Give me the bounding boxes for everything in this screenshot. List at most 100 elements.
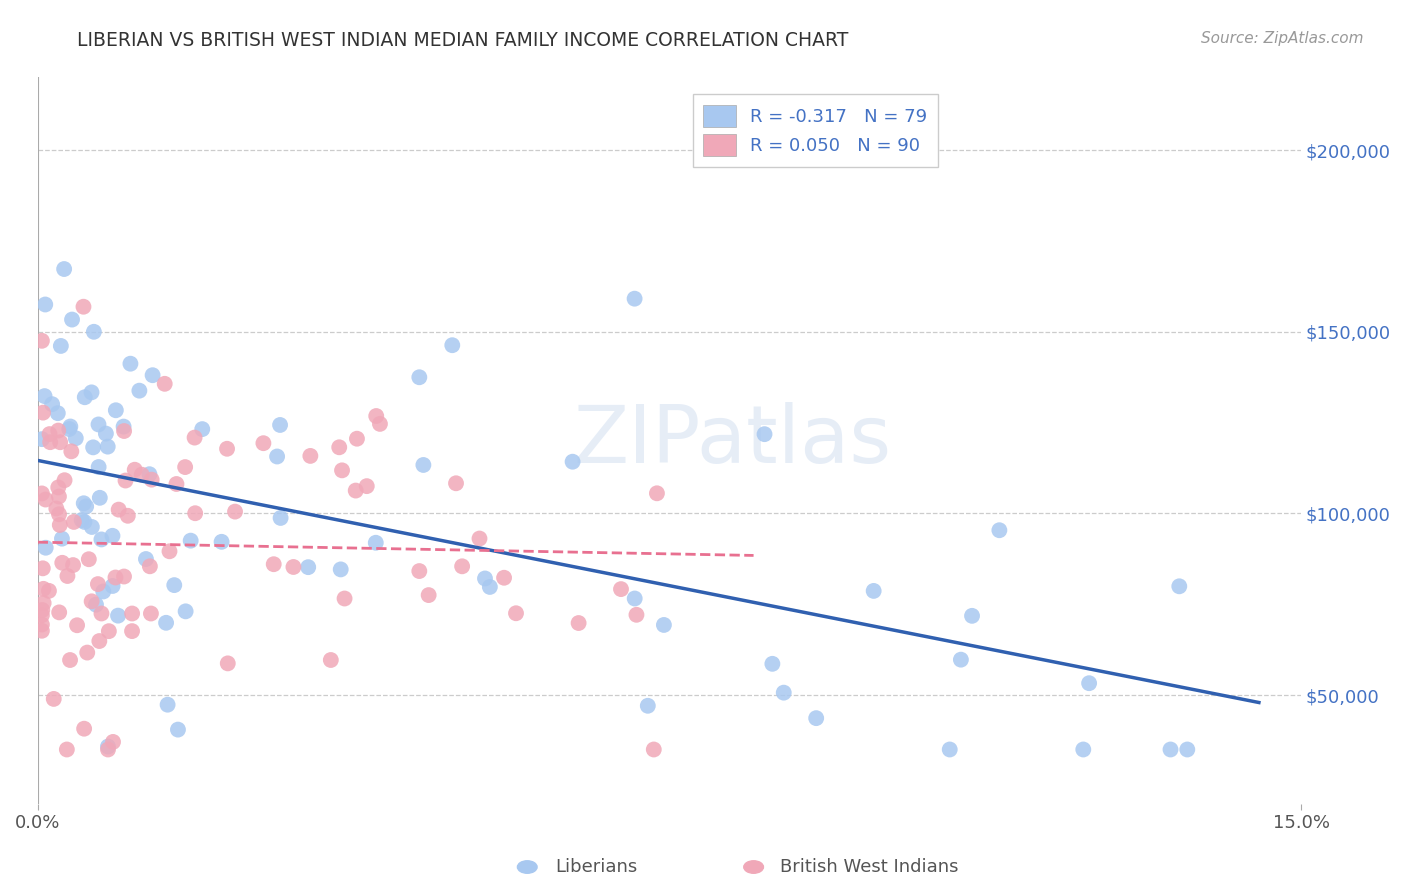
Point — [31, 334, 53, 348]
Point — [772, 686, 794, 700]
Point — [49, 518, 72, 533]
Point — [938, 742, 960, 756]
Point — [117, 508, 139, 523]
Point — [623, 292, 645, 306]
Point — [114, 474, 136, 488]
Point — [84, 598, 107, 612]
Point — [42, 692, 65, 706]
Point — [77, 552, 100, 566]
Point — [138, 467, 160, 482]
Point — [87, 417, 110, 432]
Point — [1168, 579, 1191, 593]
Point — [270, 511, 292, 525]
Point — [408, 370, 430, 384]
Point — [101, 579, 124, 593]
Point — [91, 584, 114, 599]
Point — [41, 397, 63, 411]
Point — [184, 506, 207, 520]
Point — [65, 431, 87, 445]
Point — [568, 615, 591, 630]
Point — [59, 653, 82, 667]
Point — [70, 513, 93, 527]
Point — [32, 582, 55, 596]
Point — [104, 403, 127, 417]
Point — [62, 558, 84, 572]
Point — [31, 603, 53, 617]
Point — [183, 431, 205, 445]
Point — [82, 441, 104, 455]
Point — [90, 533, 112, 547]
Point — [104, 570, 127, 584]
Point — [135, 552, 157, 566]
Point — [35, 541, 58, 555]
Point — [31, 432, 53, 446]
Legend: R = -0.317   N = 79, R = 0.050   N = 90: R = -0.317 N = 79, R = 0.050 N = 90 — [693, 94, 938, 167]
Point — [366, 409, 388, 423]
Point — [1175, 742, 1198, 756]
Point — [49, 435, 72, 450]
Point — [112, 424, 135, 438]
Point — [217, 657, 239, 671]
Point — [121, 624, 143, 639]
Point — [368, 417, 391, 431]
Text: British West Indians: British West Indians — [780, 858, 959, 876]
Point — [155, 615, 177, 630]
Point — [56, 742, 79, 756]
Point — [330, 463, 353, 477]
Point — [60, 312, 83, 326]
Point — [441, 338, 464, 352]
Point — [31, 486, 53, 500]
Point — [46, 424, 69, 438]
Point — [444, 476, 467, 491]
Point — [73, 722, 96, 736]
Point — [48, 606, 70, 620]
Point — [643, 742, 665, 756]
Point — [73, 496, 96, 510]
Point — [38, 427, 60, 442]
Point — [468, 532, 491, 546]
Point — [101, 735, 124, 749]
Point — [63, 515, 86, 529]
Point — [32, 596, 55, 610]
Point — [31, 561, 53, 575]
Point — [31, 624, 53, 638]
Point — [112, 569, 135, 583]
Point — [346, 432, 368, 446]
Point — [211, 534, 233, 549]
Point — [297, 560, 319, 574]
Point — [101, 529, 124, 543]
Point — [626, 607, 648, 622]
Point — [344, 483, 367, 498]
Point — [141, 473, 163, 487]
Point — [80, 520, 103, 534]
Point — [34, 297, 56, 311]
Point — [34, 389, 56, 403]
Point — [139, 607, 162, 621]
Point — [806, 711, 828, 725]
Point — [46, 406, 69, 420]
Point — [215, 442, 238, 456]
Point — [174, 604, 197, 618]
Point — [1078, 676, 1101, 690]
Point — [754, 427, 776, 442]
Point — [97, 624, 120, 639]
Point — [107, 502, 129, 516]
Point — [263, 558, 285, 572]
Point — [51, 556, 73, 570]
Point — [364, 535, 387, 549]
Point — [48, 508, 70, 522]
Point — [269, 417, 291, 432]
Point — [408, 564, 430, 578]
Point — [451, 559, 474, 574]
Point — [329, 562, 352, 576]
Point — [87, 577, 110, 591]
Point — [112, 419, 135, 434]
Point — [72, 300, 94, 314]
Point — [128, 384, 150, 398]
Point — [107, 608, 129, 623]
Point — [53, 473, 76, 487]
Point — [124, 463, 146, 477]
Point — [48, 490, 70, 504]
Point — [39, 435, 62, 450]
Point — [156, 698, 179, 712]
